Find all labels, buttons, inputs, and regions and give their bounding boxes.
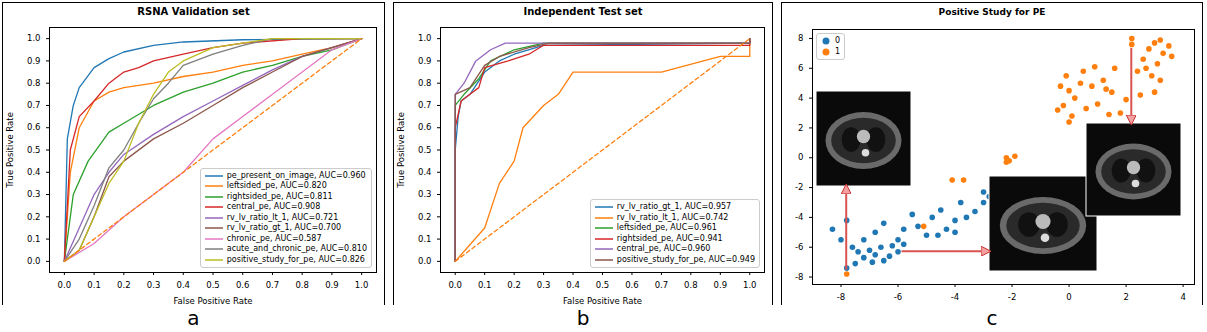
svg-text:0.6: 0.6 <box>236 280 250 290</box>
html-text:RSNA Validation set: RSNA Validation set <box>137 6 250 17</box>
svg-text:0.4: 0.4 <box>418 167 432 177</box>
svg-text:0: 0 <box>1066 292 1071 302</box>
html-text:a: a <box>187 306 200 330</box>
svg-text:0.8: 0.8 <box>27 78 41 88</box>
svg-text:True Positive Rate: True Positive Rate <box>5 112 15 189</box>
svg-text:0.0: 0.0 <box>27 256 41 266</box>
html-text:rv_lv_ratio_lt_1, AUC=0.721: rv_lv_ratio_lt_1, AUC=0.721 <box>226 212 339 222</box>
svg-text:True Positive Rate: True Positive Rate <box>396 112 406 189</box>
svg-text:0.4: 0.4 <box>27 167 41 177</box>
html-text:positive_study_for_pe, AUC=0.8: positive_study_for_pe, AUC=0.826 <box>226 254 365 264</box>
svg-text:0.2: 0.2 <box>117 280 131 290</box>
svg-text:0.0: 0.0 <box>58 280 72 290</box>
html-text:Independent Test set: Independent Test set <box>523 6 643 17</box>
svg-text:0.5: 0.5 <box>596 280 610 290</box>
html-text:rv_lv_ratio_lt_1, AUC=0.742: rv_lv_ratio_lt_1, AUC=0.742 <box>616 212 729 222</box>
html-text:b: b <box>576 306 590 330</box>
svg-text:0.5: 0.5 <box>27 145 41 155</box>
svg-text:0.5: 0.5 <box>206 280 220 290</box>
html-text:Positive Study for PE: Positive Study for PE <box>938 7 1046 17</box>
html-text:central_pe, AUC=0.960: central_pe, AUC=0.960 <box>616 244 711 253</box>
svg-text:-8: -8 <box>837 292 845 302</box>
svg-text:1.0: 1.0 <box>743 280 757 290</box>
svg-text:0.1: 0.1 <box>87 280 101 290</box>
svg-text:0.1: 0.1 <box>27 234 41 244</box>
svg-text:0.2: 0.2 <box>27 212 41 222</box>
svg-text:0.7: 0.7 <box>266 280 280 290</box>
svg-text:0.0: 0.0 <box>418 256 432 266</box>
html-text:0: 0 <box>835 36 841 45</box>
svg-text:0.3: 0.3 <box>27 189 41 199</box>
svg-text:0.9: 0.9 <box>27 56 41 66</box>
svg-text:1.0: 1.0 <box>418 33 432 43</box>
svg-text:False Positive Rate: False Positive Rate <box>563 296 642 306</box>
html-text:rv_lv_ratio_gt_1, AUC=0.700: rv_lv_ratio_gt_1, AUC=0.700 <box>226 223 342 232</box>
svg-text:0.2: 0.2 <box>507 280 521 290</box>
svg-text:-4: -4 <box>951 292 959 302</box>
svg-text:0.8: 0.8 <box>684 280 698 290</box>
svg-text:0.9: 0.9 <box>325 280 339 290</box>
html-text:pe_present_on_image, AUC=0.960: pe_present_on_image, AUC=0.960 <box>226 170 366 180</box>
html-text:rv_lv_ratio_gt_1, AUC=0.957: rv_lv_ratio_gt_1, AUC=0.957 <box>616 202 732 211</box>
html-text:positive_study_for_pe, AUC=0.9: positive_study_for_pe, AUC=0.949 <box>616 254 755 264</box>
svg-text:-4: -4 <box>795 212 803 222</box>
svg-text:0.6: 0.6 <box>27 122 41 132</box>
svg-text:0.7: 0.7 <box>655 280 669 290</box>
svg-text:0: 0 <box>798 152 803 162</box>
svg-text:0.1: 0.1 <box>418 234 432 244</box>
html-text:leftsided_pe, AUC=0.961: leftsided_pe, AUC=0.961 <box>616 223 717 232</box>
svg-text:0.3: 0.3 <box>418 189 432 199</box>
svg-text:2: 2 <box>798 123 803 133</box>
html-text:c: c <box>986 306 998 330</box>
svg-text:0.3: 0.3 <box>537 280 551 290</box>
svg-text:0.8: 0.8 <box>418 78 432 88</box>
svg-text:0.0: 0.0 <box>448 280 462 290</box>
html-text:rightsided_pe, AUC=0.811: rightsided_pe, AUC=0.811 <box>226 191 333 201</box>
html-text:rightsided_pe, AUC=0.941: rightsided_pe, AUC=0.941 <box>616 233 723 243</box>
svg-text:0.4: 0.4 <box>177 280 191 290</box>
svg-text:0.7: 0.7 <box>27 100 41 110</box>
svg-text:0.6: 0.6 <box>625 280 639 290</box>
svg-text:2: 2 <box>1123 292 1128 302</box>
html-text:1: 1 <box>835 46 841 56</box>
svg-text:1.0: 1.0 <box>355 280 369 290</box>
html-text:chronic_pe, AUC=0.587: chronic_pe, AUC=0.587 <box>226 233 322 243</box>
svg-text:-6: -6 <box>795 242 803 252</box>
svg-text:0.4: 0.4 <box>566 280 580 290</box>
svg-text:0.6: 0.6 <box>418 122 432 132</box>
svg-text:False Positive Rate: False Positive Rate <box>174 296 253 306</box>
svg-text:0.2: 0.2 <box>418 212 432 222</box>
svg-text:-2: -2 <box>795 182 803 192</box>
html-text:acute_and_chronic_pe, AUC=0.81: acute_and_chronic_pe, AUC=0.810 <box>226 244 367 253</box>
svg-text:0.3: 0.3 <box>147 280 161 290</box>
svg-text:0.7: 0.7 <box>418 100 432 110</box>
svg-text:0.1: 0.1 <box>478 280 492 290</box>
svg-text:-6: -6 <box>894 292 902 302</box>
html-text:central_pe, AUC=0.908: central_pe, AUC=0.908 <box>226 202 321 211</box>
svg-text:6: 6 <box>798 63 803 73</box>
svg-text:4: 4 <box>798 93 803 103</box>
html-text:leftsided_pe, AUC=0.820: leftsided_pe, AUC=0.820 <box>226 181 327 190</box>
svg-text:8: 8 <box>798 33 803 43</box>
svg-text:4: 4 <box>1180 292 1185 302</box>
svg-text:-8: -8 <box>795 272 803 282</box>
svg-text:-2: -2 <box>1008 292 1016 302</box>
svg-text:1.0: 1.0 <box>27 33 41 43</box>
svg-text:0.9: 0.9 <box>714 280 728 290</box>
svg-text:0.9: 0.9 <box>418 56 432 66</box>
svg-text:0.5: 0.5 <box>418 145 432 155</box>
svg-text:0.8: 0.8 <box>295 280 309 290</box>
